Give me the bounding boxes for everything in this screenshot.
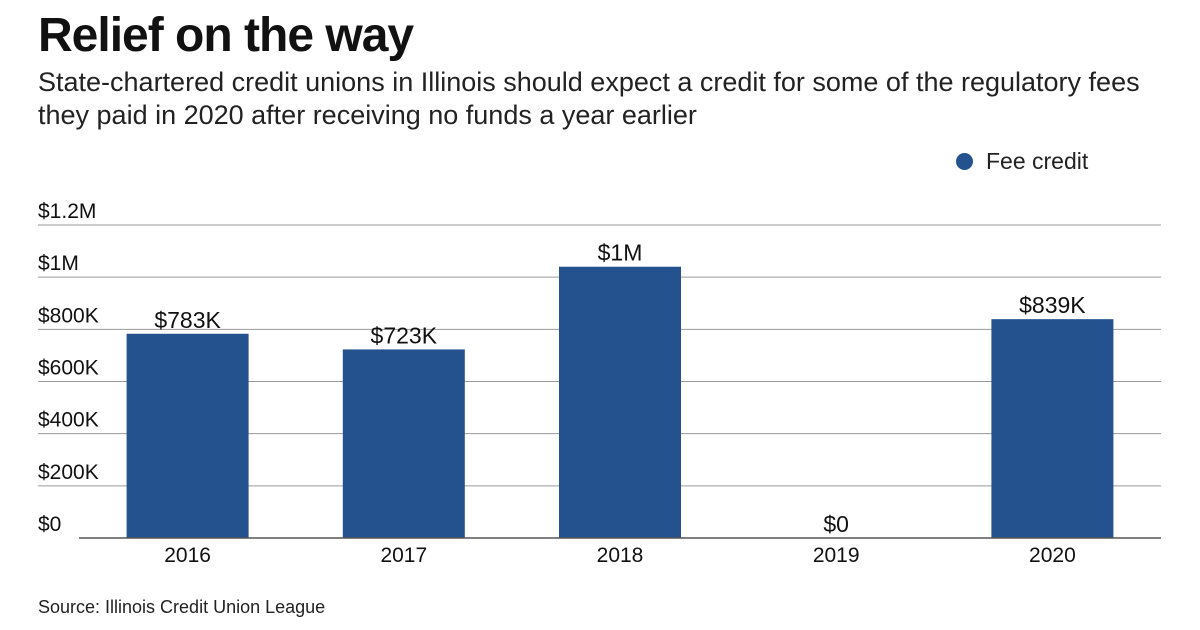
- x-tick-label: 2018: [597, 544, 644, 567]
- source-note: Source: Illinois Credit Union League: [38, 597, 326, 617]
- x-tick-label: 2017: [380, 544, 427, 567]
- legend: Fee credit: [956, 148, 1088, 175]
- data-label: $0: [823, 511, 849, 537]
- y-tick-label: $800K: [38, 304, 99, 327]
- data-label: $839K: [1019, 292, 1086, 318]
- legend-label-fee-credit: Fee credit: [986, 148, 1089, 174]
- y-tick-label: $200K: [38, 461, 99, 484]
- chart-title: Relief on the way: [38, 9, 414, 62]
- bar: [342, 349, 465, 538]
- legend-swatch-fee-credit: [956, 153, 973, 170]
- bar: [559, 266, 681, 538]
- bar: [991, 319, 1114, 538]
- chart-subtitle: State-chartered credit unions in Illinoi…: [38, 67, 1140, 130]
- y-tick-label: $400K: [38, 409, 99, 432]
- data-label: $723K: [371, 322, 438, 348]
- x-tick-label: 2016: [164, 544, 211, 567]
- data-label: $783K: [154, 307, 221, 333]
- x-tick-label: 2020: [1029, 544, 1076, 567]
- bar: [126, 333, 249, 538]
- y-tick-label: $600K: [38, 357, 99, 380]
- y-tick-label: $1.2M: [38, 200, 96, 223]
- data-label: $1M: [598, 240, 643, 266]
- y-tick-label: $0: [38, 513, 61, 536]
- x-tick-label: 2019: [813, 544, 860, 567]
- y-tick-label: $1M: [38, 252, 79, 275]
